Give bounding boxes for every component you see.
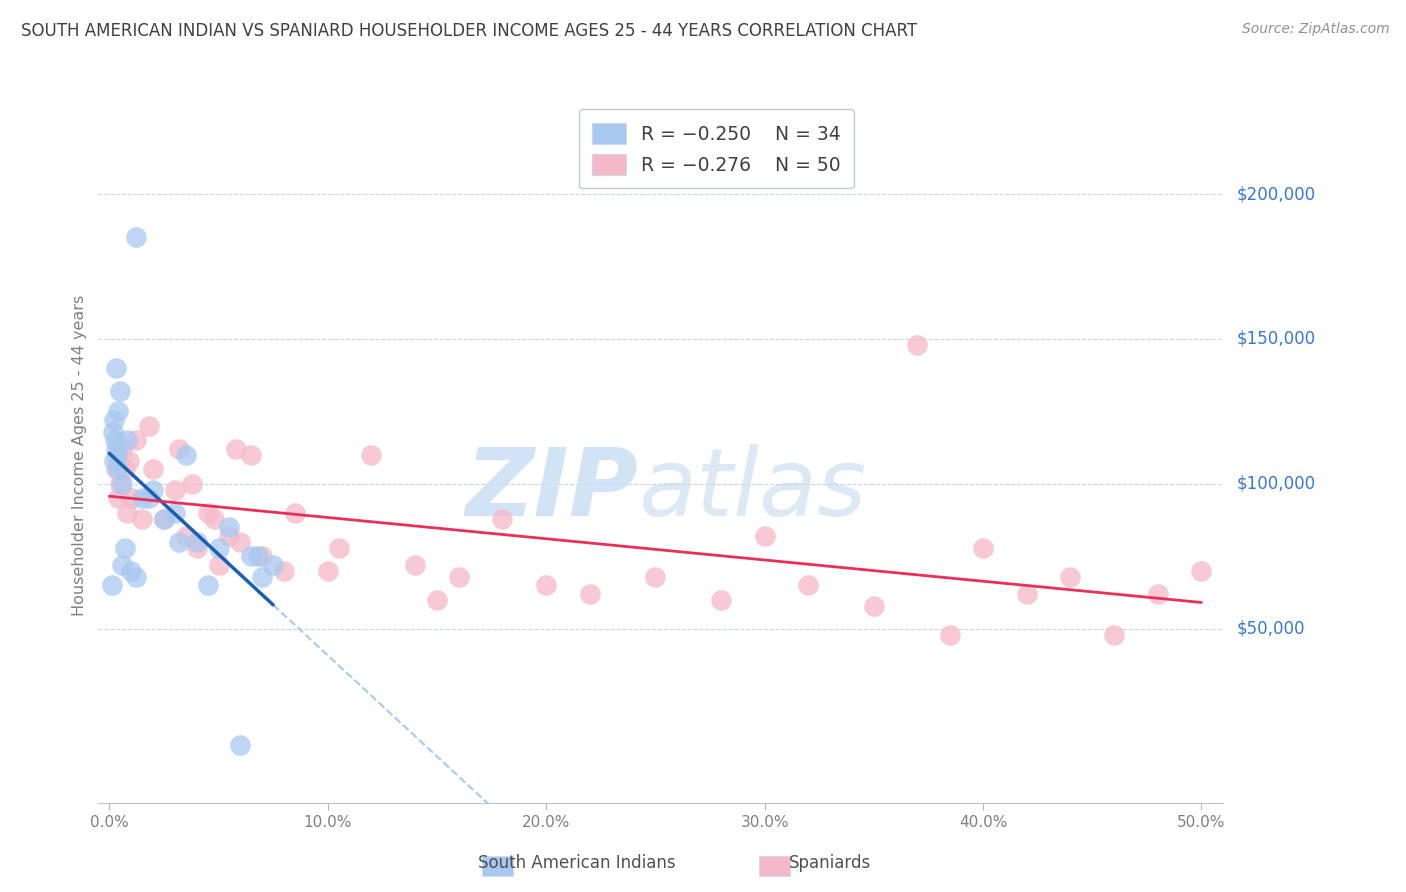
Point xyxy=(110,384,132,398)
Point xyxy=(197,506,219,520)
Point xyxy=(229,534,252,549)
Point xyxy=(115,506,138,520)
Point xyxy=(797,578,820,592)
Point xyxy=(174,448,197,462)
Text: $200,000: $200,000 xyxy=(1237,185,1316,203)
Point xyxy=(142,483,165,497)
Point xyxy=(284,506,307,520)
Point xyxy=(103,413,125,427)
Point xyxy=(124,230,146,244)
Point xyxy=(138,491,160,506)
Y-axis label: Householder Income Ages 25 - 44 years: Householder Income Ages 25 - 44 years xyxy=(72,294,87,615)
Legend: R = −0.250    N = 34, R = −0.276    N = 50: R = −0.250 N = 34, R = −0.276 N = 50 xyxy=(579,110,853,188)
Point xyxy=(225,442,247,457)
Text: Spaniards: Spaniards xyxy=(789,855,870,872)
Point xyxy=(907,338,929,352)
Point xyxy=(218,529,240,543)
Point xyxy=(1015,587,1038,601)
Point xyxy=(316,564,339,578)
Point xyxy=(114,462,136,476)
Point xyxy=(939,628,962,642)
Point xyxy=(114,541,136,555)
Point xyxy=(163,506,186,520)
Point xyxy=(174,529,197,543)
Point xyxy=(181,476,204,491)
Point xyxy=(579,587,602,601)
Point xyxy=(360,448,382,462)
Point xyxy=(186,541,208,555)
Point xyxy=(246,549,269,564)
Point xyxy=(131,491,153,506)
Point xyxy=(153,511,176,525)
Point xyxy=(104,434,127,448)
Point xyxy=(103,453,125,467)
Point xyxy=(111,442,134,457)
Point xyxy=(534,578,557,592)
Point xyxy=(105,448,128,462)
Point xyxy=(207,541,229,555)
Point xyxy=(142,462,165,476)
Point xyxy=(111,558,134,573)
Text: SOUTH AMERICAN INDIAN VS SPANIARD HOUSEHOLDER INCOME AGES 25 - 44 YEARS CORRELAT: SOUTH AMERICAN INDIAN VS SPANIARD HOUSEH… xyxy=(21,22,917,40)
Point xyxy=(229,738,252,752)
Point xyxy=(218,520,240,534)
Point xyxy=(111,476,134,491)
Point xyxy=(273,564,295,578)
Point xyxy=(186,534,208,549)
Text: $100,000: $100,000 xyxy=(1237,475,1316,493)
Text: atlas: atlas xyxy=(638,444,866,535)
Point xyxy=(110,476,132,491)
Text: $50,000: $50,000 xyxy=(1237,620,1306,638)
Point xyxy=(167,534,190,549)
Point xyxy=(426,592,449,607)
Point xyxy=(1059,570,1081,584)
Text: $150,000: $150,000 xyxy=(1237,330,1316,348)
Point xyxy=(167,442,190,457)
Point xyxy=(404,558,426,573)
Point xyxy=(644,570,666,584)
Point xyxy=(153,511,176,525)
Point xyxy=(240,549,263,564)
Point xyxy=(104,462,127,476)
Point xyxy=(124,434,146,448)
Point xyxy=(972,541,994,555)
Point xyxy=(1189,564,1212,578)
Point xyxy=(710,592,733,607)
Point xyxy=(754,529,776,543)
Point xyxy=(202,511,225,525)
Point xyxy=(107,462,129,476)
Point xyxy=(252,570,274,584)
Point xyxy=(120,564,142,578)
Point xyxy=(115,434,138,448)
Point xyxy=(120,491,142,506)
Text: ZIP: ZIP xyxy=(465,443,638,536)
Point xyxy=(240,448,263,462)
Point xyxy=(1146,587,1168,601)
Point xyxy=(100,578,122,592)
Point xyxy=(197,578,219,592)
Point xyxy=(262,558,284,573)
Point xyxy=(491,511,513,525)
Point xyxy=(104,442,127,457)
Point xyxy=(207,558,229,573)
Point xyxy=(101,425,124,439)
Point xyxy=(1102,628,1125,642)
Point xyxy=(252,549,274,564)
Text: South American Indians: South American Indians xyxy=(478,855,675,872)
Point xyxy=(118,453,141,467)
Point xyxy=(124,570,146,584)
Point xyxy=(131,511,153,525)
Point xyxy=(447,570,470,584)
Point xyxy=(107,491,129,506)
Point xyxy=(328,541,350,555)
Point xyxy=(104,361,127,376)
Point xyxy=(107,404,129,418)
Text: Source: ZipAtlas.com: Source: ZipAtlas.com xyxy=(1241,22,1389,37)
Point xyxy=(862,599,884,613)
Point xyxy=(138,419,160,434)
Point xyxy=(163,483,186,497)
